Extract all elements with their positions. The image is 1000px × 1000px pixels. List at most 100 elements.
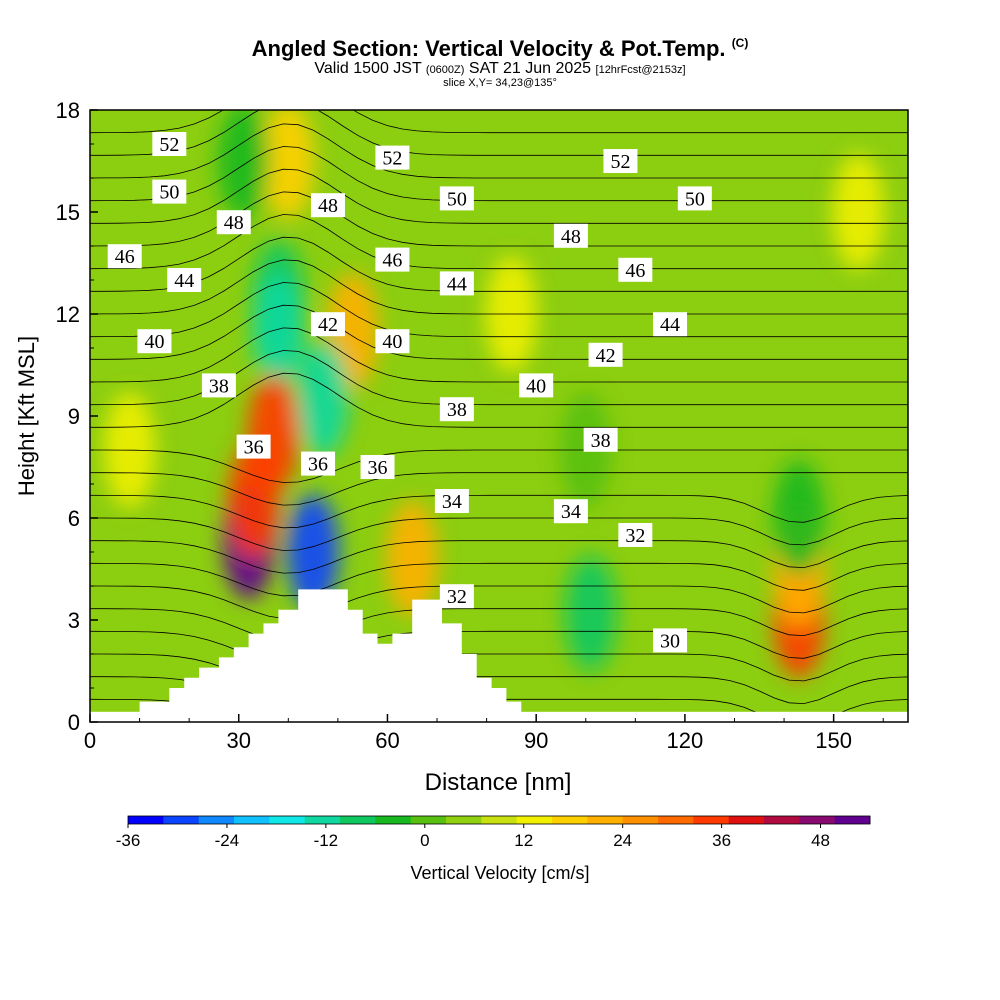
title-units-tag: (C) [731, 36, 749, 50]
y-tick-label: 18 [56, 98, 80, 123]
theta-contour-label-box [519, 373, 554, 398]
theta-contour-label: 36 [301, 451, 336, 476]
theta-contour-label-box [588, 342, 623, 367]
theta-contour-label-text: 36 [244, 437, 264, 459]
theta-contour-label-box [434, 489, 469, 513]
theta-contour-label: 40 [519, 373, 554, 398]
theta-contour-label: 44 [167, 268, 202, 292]
colorbar-swatch [799, 816, 836, 824]
colorbar-swatch [834, 816, 871, 824]
theta-contour-label-text: 48 [224, 212, 244, 234]
theta-contour-label-box [360, 455, 395, 479]
theta-contour-label: 38 [439, 397, 474, 422]
theta-contour-label-box [553, 223, 588, 248]
theta-contour-label: 38 [201, 373, 236, 398]
colorbar-label: Vertical Velocity [cm/s] [410, 863, 590, 883]
theta-contour-label-text: 36 [368, 457, 388, 479]
theta-contour-label-box [137, 329, 172, 354]
theta-contour-label-text: 40 [526, 375, 546, 397]
theta-contour-label-text: 34 [561, 501, 581, 523]
vertical-velocity-cell [564, 555, 617, 672]
theta-contour-label-box [375, 247, 410, 272]
theta-contour-label: 36 [236, 434, 271, 459]
utc-time: (0600Z) [425, 64, 465, 76]
theta-contour-label-box [310, 312, 345, 337]
theta-contour-label-text: 40 [144, 331, 164, 353]
vertical-velocity-cell [832, 154, 885, 270]
theta-contour-label-text: 52 [610, 151, 630, 173]
theta-contour-label: 50 [439, 186, 474, 211]
theta-contour-label-text: 36 [308, 454, 328, 476]
colorbar-tick-label: -24 [215, 831, 240, 850]
theta-contour-label-box [653, 628, 688, 653]
contour-labels: 30 32 32 34 34 36 36 36 38 38 38 40 40 40 42 42 44 44 44 46… [107, 132, 712, 653]
theta-contour-label-text: 38 [209, 375, 229, 397]
theta-contour-label-box [439, 584, 474, 609]
x-tick-label: 120 [667, 728, 704, 753]
theta-contour-label-text: 46 [382, 250, 402, 272]
theta-contour-label-text: 48 [318, 195, 338, 217]
vertical-velocity-field [103, 110, 885, 678]
colorbar-tick-label: -36 [116, 831, 141, 850]
y-tick-label: 6 [68, 506, 80, 531]
x-axis-label: Distance [nm] [425, 769, 572, 796]
colorbar-swatch [481, 816, 518, 824]
colorbar-tick-label: 48 [811, 831, 830, 850]
theta-contour-line [90, 282, 908, 338]
theta-contour-label: 42 [588, 342, 623, 367]
theta-contour-line [90, 327, 908, 383]
slice-info: slice X,Y= 34,23@135° [443, 77, 557, 89]
theta-contour-label-box [216, 210, 251, 235]
theta-contour-label-box [439, 186, 474, 211]
y-tick-label: 3 [68, 608, 80, 633]
colorbar-swatch [269, 816, 306, 824]
vertical-velocity-cell [262, 110, 315, 219]
theta-contour-label-box [618, 523, 653, 547]
colorbar-swatch [163, 816, 200, 824]
theta-contour-label-text: 42 [318, 314, 338, 336]
theta-contour-label: 42 [310, 312, 345, 337]
theta-contour-label: 44 [653, 312, 688, 337]
theta-contour-label-text: 46 [625, 260, 645, 282]
theta-contour-label: 48 [310, 193, 345, 218]
theta-contour-label-box [375, 329, 410, 354]
theta-contour-label: 52 [152, 132, 187, 156]
theta-contour-line [90, 608, 908, 642]
theta-contour-label: 36 [360, 455, 395, 479]
theta-contour-label-text: 38 [591, 430, 611, 452]
theta-contour-label: 44 [439, 271, 474, 296]
colorbar-swatch [552, 816, 588, 824]
terrain [90, 589, 908, 722]
theta-contour-label-box [107, 244, 142, 269]
plot-area: 30 32 32 34 34 36 36 36 38 38 38 40 40 40 42 42 44 44 44 46… [90, 110, 908, 722]
vertical-velocity-cell [386, 500, 439, 617]
theta-contour-line [90, 110, 908, 134]
theta-contour-label-box [603, 149, 638, 173]
theta-contour-label-text: 52 [382, 148, 402, 170]
colorbar-swatch [658, 816, 694, 824]
theta-contour-label: 52 [603, 149, 638, 173]
x-tick-label: 0 [84, 728, 96, 753]
theta-contour-label: 50 [677, 186, 712, 211]
x-tick-label: 60 [375, 728, 399, 753]
theta-contour-line [90, 110, 908, 156]
theta-contour-label-text: 34 [442, 491, 462, 513]
colorbar: -36 -24 -12 0 12 24 36 48 [116, 815, 871, 850]
x-tick-label: 90 [524, 728, 548, 753]
theta-contour-label: 50 [152, 179, 187, 204]
colorbar-swatch [234, 816, 270, 824]
theta-contour-label-text: 50 [685, 188, 705, 210]
theta-contour-label-text: 52 [159, 134, 179, 156]
vertical-velocity-cell [297, 341, 350, 457]
theta-contour-line [90, 214, 908, 270]
theta-contour-label: 48 [216, 210, 251, 235]
x-tick-label: 30 [226, 728, 250, 753]
theta-contour-label-text: 44 [447, 273, 467, 295]
colorbar-swatch [410, 816, 447, 824]
x-tick-label: 150 [815, 728, 852, 753]
terrain-shape [139, 589, 522, 722]
vertical-velocity-cell [227, 443, 280, 559]
theta-contour-line [90, 585, 908, 619]
y-tick-label: 0 [68, 710, 80, 735]
